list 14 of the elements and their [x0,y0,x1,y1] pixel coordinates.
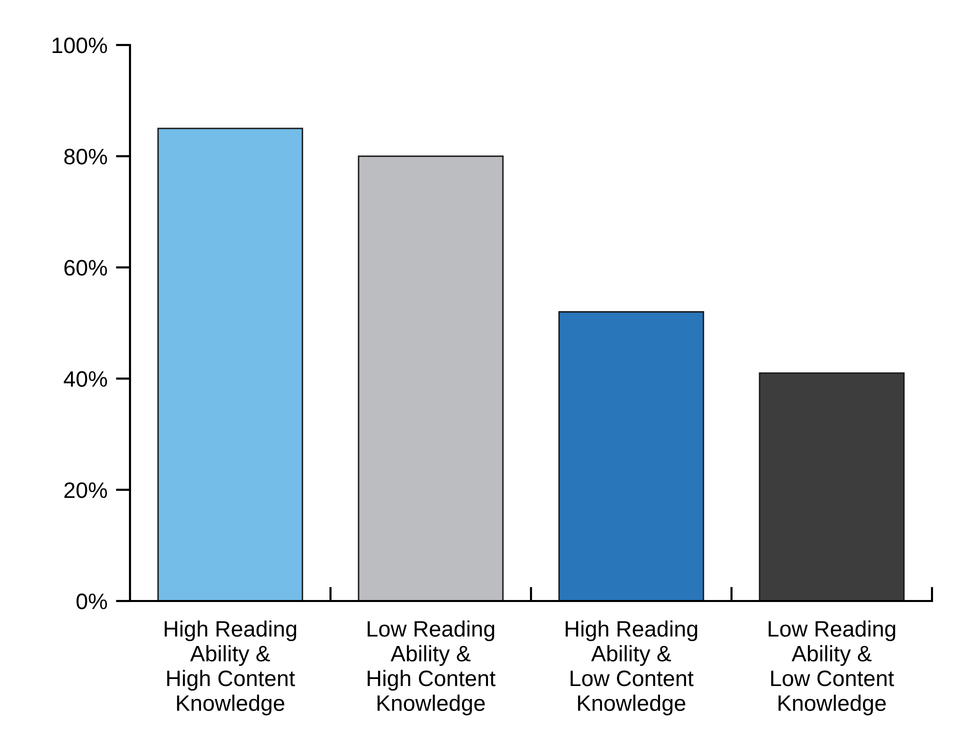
y-tick-label: 60% [64,260,107,276]
bar [758,372,905,601]
y-tick-label: 20% [64,482,107,498]
bar [157,128,304,601]
y-tick-label: 80% [64,148,107,164]
y-tick-label: 0% [76,594,107,610]
x-tick-label: Low Reading Ability & High Content Knowledge [368,620,496,716]
y-tick-label: 40% [64,371,107,387]
x-tick-label: High Reading Ability & Low Content Knowledge [566,620,698,716]
bar [358,156,504,601]
bar [558,311,704,601]
x-tick-label: Low Reading Ability & Low Content Knowledge [768,620,896,716]
x-tick-label: High Reading Ability & High Content Knowledge [164,620,296,716]
y-tick-label: 100% [52,38,107,54]
